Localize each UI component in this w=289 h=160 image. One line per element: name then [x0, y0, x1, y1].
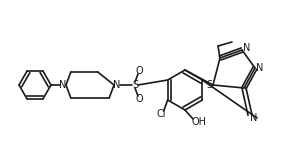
Text: O: O — [135, 66, 143, 76]
Text: S: S — [132, 80, 138, 90]
Text: N: N — [250, 113, 258, 123]
Text: N: N — [256, 63, 264, 73]
Text: O: O — [135, 94, 143, 104]
Text: S: S — [206, 80, 212, 90]
Text: N: N — [113, 80, 121, 90]
Text: Cl: Cl — [157, 109, 166, 119]
Text: N: N — [243, 43, 251, 53]
Text: OH: OH — [192, 117, 207, 127]
Text: N: N — [59, 80, 67, 90]
